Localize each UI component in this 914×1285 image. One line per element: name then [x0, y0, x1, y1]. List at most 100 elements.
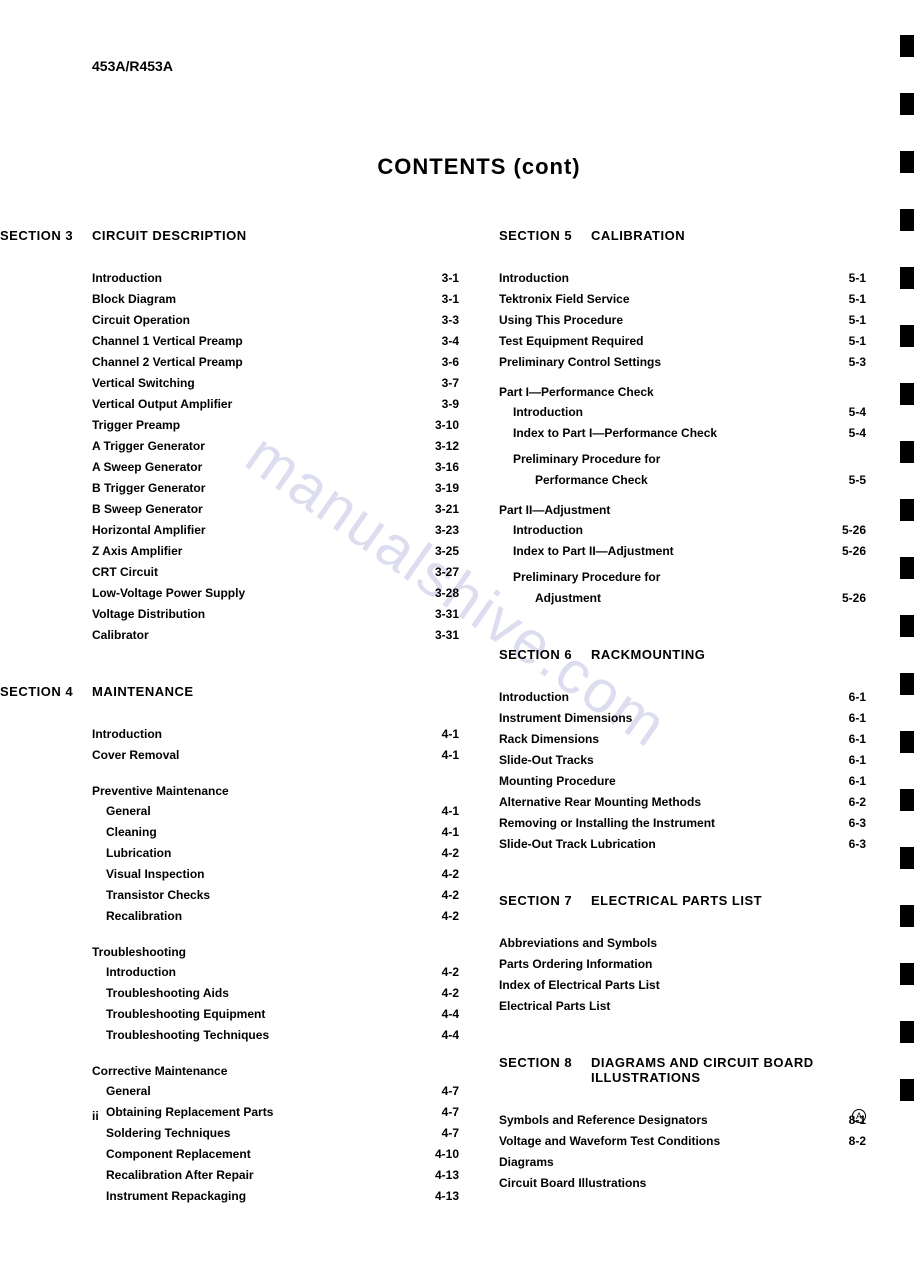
toc-entry-label: Test Equipment Required: [499, 332, 832, 350]
toc-entry-label: Performance Check: [535, 471, 832, 489]
toc-entry-label: B Trigger Generator: [92, 479, 425, 497]
toc-entry-page: 6-1: [832, 751, 866, 769]
toc-entry-page: 3-16: [425, 458, 459, 476]
toc-entry-label: Abbreviations and Symbols: [499, 934, 832, 952]
toc-entry-label: Recalibration After Repair: [106, 1166, 425, 1184]
section-number: SECTION 8: [499, 1055, 591, 1085]
toc-entry-page: 4-4: [425, 1026, 459, 1044]
toc-entry: Component Replacement4-10: [92, 1145, 459, 1163]
toc-entry-page: 4-2: [425, 844, 459, 862]
toc-entry-page: 3-1: [425, 290, 459, 308]
toc-entry: Troubleshooting Techniques4-4: [92, 1026, 459, 1044]
toc-entry: Channel 1 Vertical Preamp3-4: [92, 332, 459, 350]
toc-entry-label: Component Replacement: [106, 1145, 425, 1163]
toc-entry-page: 3-6: [425, 353, 459, 371]
toc-entry-page: 6-1: [832, 772, 866, 790]
toc-entry-label: Troubleshooting Techniques: [106, 1026, 425, 1044]
toc-entry: A Sweep Generator3-16: [92, 458, 459, 476]
toc-entry: Index of Electrical Parts List: [499, 976, 866, 994]
toc-entry: Index to Part I—Performance Check5-4: [499, 424, 866, 442]
toc-entry-label: Introduction: [106, 963, 425, 981]
toc-entry-page: 5-5: [832, 471, 866, 489]
toc-entry-label: Circuit Board Illustrations: [499, 1174, 832, 1192]
toc-entry: Slide-Out Track Lubrication6-3: [499, 835, 866, 853]
toc-entry-label: Z Axis Amplifier: [92, 542, 425, 560]
toc-entry-page: 6-1: [832, 730, 866, 748]
toc-entry-page: 4-7: [425, 1124, 459, 1142]
toc-entry-label: General: [106, 802, 425, 820]
toc-entry-label: Instrument Dimensions: [499, 709, 832, 727]
toc-entry: Alternative Rear Mounting Methods6-2: [499, 793, 866, 811]
toc-entry-label: Voltage Distribution: [92, 605, 425, 623]
toc-entry-label: Voltage and Waveform Test Conditions: [499, 1132, 832, 1150]
toc-entry-page: 4-2: [425, 907, 459, 925]
toc-entry-page: 4-2: [425, 886, 459, 904]
toc-entry-label: Alternative Rear Mounting Methods: [499, 793, 832, 811]
toc-entry-page: 8-1: [832, 1111, 866, 1129]
toc-entry: Removing or Installing the Instrument6-3: [499, 814, 866, 832]
section-title: ELECTRICAL PARTS LIST: [591, 893, 762, 908]
section-title: CALIBRATION: [591, 228, 685, 243]
toc-entry: Electrical Parts List: [499, 997, 866, 1015]
toc-entry: Block Diagram3-1: [92, 290, 459, 308]
toc-entry: B Sweep Generator3-21: [92, 500, 459, 518]
toc-entry: Instrument Repackaging4-13: [92, 1187, 459, 1205]
toc-entry-page: 3-31: [425, 605, 459, 623]
subheading: Troubleshooting: [92, 945, 459, 959]
toc-entry: Introduction4-2: [92, 963, 459, 981]
part-heading: Part II—Adjustment: [499, 503, 866, 517]
toc-entry-page: 3-3: [425, 311, 459, 329]
toc-entry: Channel 2 Vertical Preamp3-6: [92, 353, 459, 371]
section-4: SECTION 4 MAINTENANCE Introduction4-1Cov…: [92, 684, 459, 1205]
toc-entry-page: 4-2: [425, 963, 459, 981]
toc-entry-page: 3-28: [425, 584, 459, 602]
toc-entry-label: Index to Part II—Adjustment: [513, 542, 832, 560]
toc-entry: Introduction4-1: [92, 725, 459, 743]
toc-entry: A Trigger Generator3-12: [92, 437, 459, 455]
toc-entry: CRT Circuit3-27: [92, 563, 459, 581]
toc-entry: Preliminary Control Settings5-3: [499, 353, 866, 371]
toc-entry-page: 5-1: [832, 311, 866, 329]
toc-entry: Test Equipment Required5-1: [499, 332, 866, 350]
toc-entry: Vertical Switching3-7: [92, 374, 459, 392]
toc-entry-page: 4-7: [425, 1082, 459, 1100]
toc-entry: Diagrams: [499, 1153, 866, 1171]
section-number: SECTION 4: [0, 684, 92, 699]
toc-entry: Z Axis Amplifier3-25: [92, 542, 459, 560]
toc-entry-page: 3-19: [425, 479, 459, 497]
toc-entry-page: 4-1: [425, 725, 459, 743]
part-heading: Part I—Performance Check: [499, 385, 866, 399]
section-number: SECTION 7: [499, 893, 591, 908]
toc-entry-label: A Sweep Generator: [92, 458, 425, 476]
toc-entry-page: 5-26: [832, 589, 866, 607]
toc-entry-page: 3-1: [425, 269, 459, 287]
toc-entry: Tektronix Field Service5-1: [499, 290, 866, 308]
toc-entry-page: 3-10: [425, 416, 459, 434]
section-number: SECTION 6: [499, 647, 591, 662]
toc-entry-page: 5-26: [832, 521, 866, 539]
section-5: SECTION 5 CALIBRATION Introduction5-1Tek…: [499, 228, 866, 607]
toc-entry-label: Slide-Out Tracks: [499, 751, 832, 769]
toc-entry: Vertical Output Amplifier3-9: [92, 395, 459, 413]
toc-entry-page: 4-13: [425, 1187, 459, 1205]
toc-entry-label: Slide-Out Track Lubrication: [499, 835, 832, 853]
toc-entry: Soldering Techniques4-7: [92, 1124, 459, 1142]
toc-entry-page: 5-4: [832, 403, 866, 421]
toc-entry-page: 6-3: [832, 814, 866, 832]
toc-entry-label: Visual Inspection: [106, 865, 425, 883]
toc-entry-page: 6-1: [832, 709, 866, 727]
toc-entry: Introduction5-26: [499, 521, 866, 539]
toc-entry-page: 3-9: [425, 395, 459, 413]
toc-entry-label: Preliminary Procedure for: [513, 450, 866, 468]
toc-entry-label: Mounting Procedure: [499, 772, 832, 790]
toc-entry-label: Index to Part I—Performance Check: [513, 424, 832, 442]
toc-entry-label: Channel 1 Vertical Preamp: [92, 332, 425, 350]
toc-entry: Obtaining Replacement Parts4-7: [92, 1103, 459, 1121]
toc-entry-page: 4-13: [425, 1166, 459, 1184]
toc-entry-label: Cleaning: [106, 823, 425, 841]
toc-entry: Introduction6-1: [499, 688, 866, 706]
section-number: SECTION 5: [499, 228, 591, 243]
toc-entry: Symbols and Reference Designators8-1: [499, 1111, 866, 1129]
toc-entry: Slide-Out Tracks6-1: [499, 751, 866, 769]
toc-entry: Trigger Preamp3-10: [92, 416, 459, 434]
